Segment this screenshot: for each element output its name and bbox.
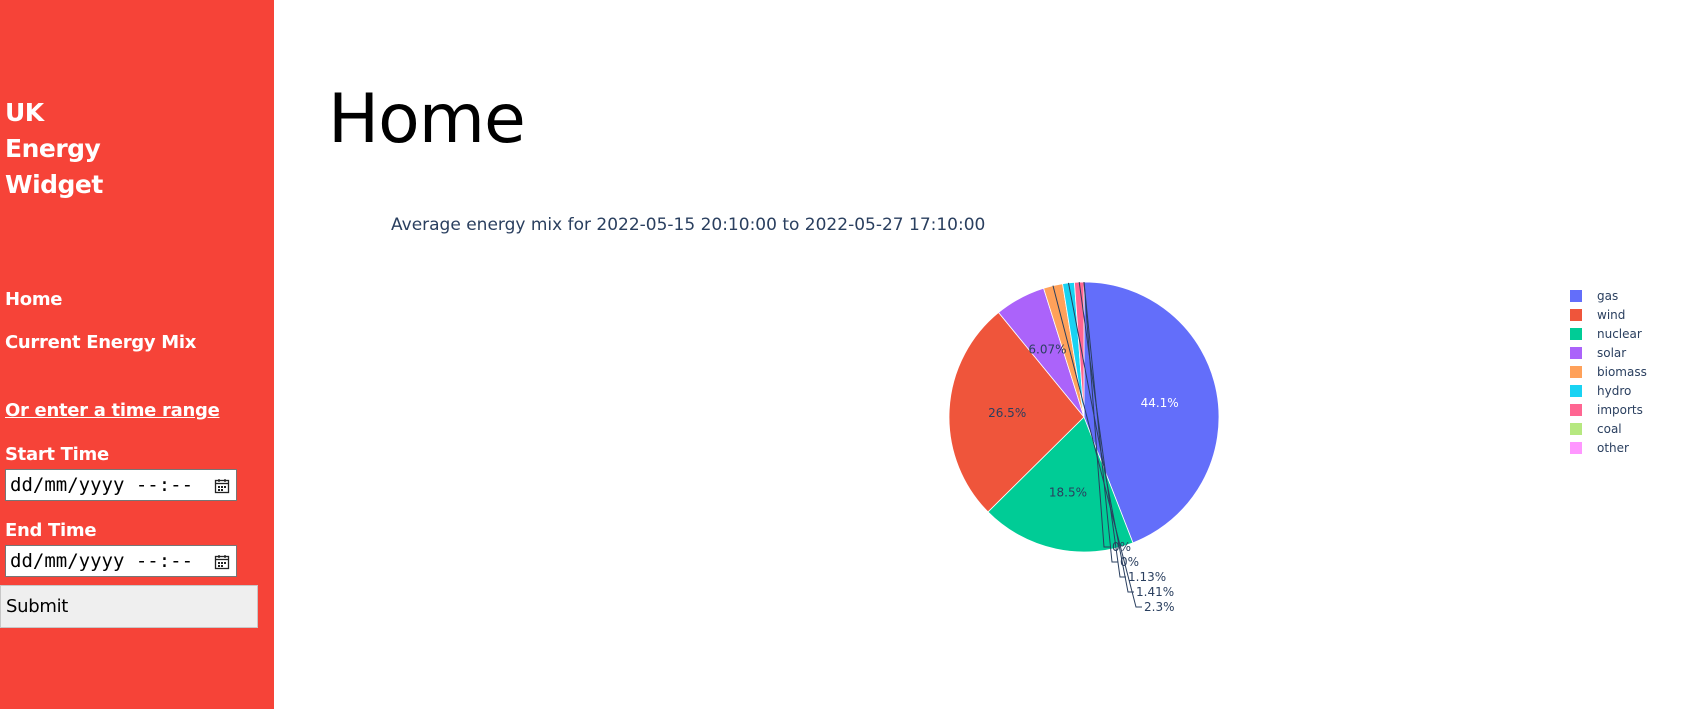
legend-label-hydro: hydro xyxy=(1597,384,1631,398)
leader-line-biomass xyxy=(1052,285,1142,608)
legend-swatch-hydro xyxy=(1570,385,1582,397)
nav-current-energy-mix-link[interactable]: Current Energy Mix xyxy=(5,332,197,353)
legend-label-wind: wind xyxy=(1597,308,1625,322)
chart-title: Average energy mix for 2022-05-15 20:10:… xyxy=(391,215,986,235)
legend-label-other: other xyxy=(1597,441,1629,455)
page-title: Home xyxy=(328,80,526,159)
sidebar: UK Energy Widget Home Current Energy Mix… xyxy=(0,0,274,709)
calendar-icon[interactable] xyxy=(214,478,230,494)
end-time-label: End Time xyxy=(5,520,97,541)
legend-label-nuclear: nuclear xyxy=(1597,327,1642,341)
start-time-input[interactable]: dd/mm/yyyy --:-- xyxy=(5,469,237,501)
brand-line: UK xyxy=(5,98,44,127)
chart-legend: gas wind nuclear solar biomass hydro imports co… xyxy=(1570,289,1647,455)
pie-label-wind: 26.5% xyxy=(988,406,1026,420)
pie-label-hydro: 1.41% xyxy=(1136,585,1174,599)
legend-swatch-imports xyxy=(1570,404,1582,416)
legend-swatch-solar xyxy=(1570,347,1582,359)
legend-label-biomass: biomass xyxy=(1597,365,1647,379)
legend-swatch-nuclear xyxy=(1570,328,1582,340)
pie-label-biomass: 2.3% xyxy=(1144,600,1175,614)
pie-label-gas: 44.1% xyxy=(1141,396,1179,410)
legend-label-coal: coal xyxy=(1597,422,1622,436)
pie-label-other: 0% xyxy=(1112,540,1131,554)
legend-label-imports: imports xyxy=(1597,403,1643,417)
brand-line: Energy xyxy=(5,134,101,163)
pie-label-nuclear: 18.5% xyxy=(1049,485,1087,499)
pie-slice-imports xyxy=(1073,281,1085,418)
time-range-link[interactable]: Or enter a time range xyxy=(5,400,220,421)
pie-slice-wind xyxy=(948,311,1085,513)
start-time-label: Start Time xyxy=(5,444,109,465)
pie-slice-gas xyxy=(1083,281,1220,544)
end-time-input[interactable]: dd/mm/yyyy --:-- xyxy=(5,545,237,577)
leader-line-coal xyxy=(1083,281,1118,563)
legend-swatch-wind xyxy=(1570,309,1582,321)
brand-line: Widget xyxy=(5,170,103,199)
legend-swatch-gas xyxy=(1570,290,1582,302)
pie-label-imports: 1.13% xyxy=(1128,570,1166,584)
submit-button[interactable]: Submit xyxy=(0,585,258,628)
legend-swatch-other xyxy=(1570,442,1582,454)
legend-label-solar: solar xyxy=(1597,346,1626,360)
nav-home-link[interactable]: Home xyxy=(5,289,63,310)
leader-line-imports xyxy=(1078,282,1126,578)
calendar-icon[interactable] xyxy=(214,554,230,570)
leader-line-other xyxy=(1083,281,1110,548)
start-time-placeholder: dd/mm/yyyy --:-- xyxy=(10,474,194,496)
leader-line-hydro xyxy=(1067,282,1134,593)
pie-label-coal: 0% xyxy=(1120,555,1139,569)
end-time-placeholder: dd/mm/yyyy --:-- xyxy=(10,550,194,572)
brand-title: UK Energy Widget xyxy=(5,95,125,203)
pie-label-solar: 6.07% xyxy=(1028,342,1066,356)
legend-label-gas: gas xyxy=(1597,289,1618,303)
pie-leader-lines xyxy=(1052,281,1142,608)
legend-swatch-biomass xyxy=(1570,366,1582,378)
legend-swatch-coal xyxy=(1570,423,1582,435)
pie-labels: 44.1%18.5%26.5%6.07%2.3%1.41%1.13%0%0% xyxy=(988,342,1179,614)
